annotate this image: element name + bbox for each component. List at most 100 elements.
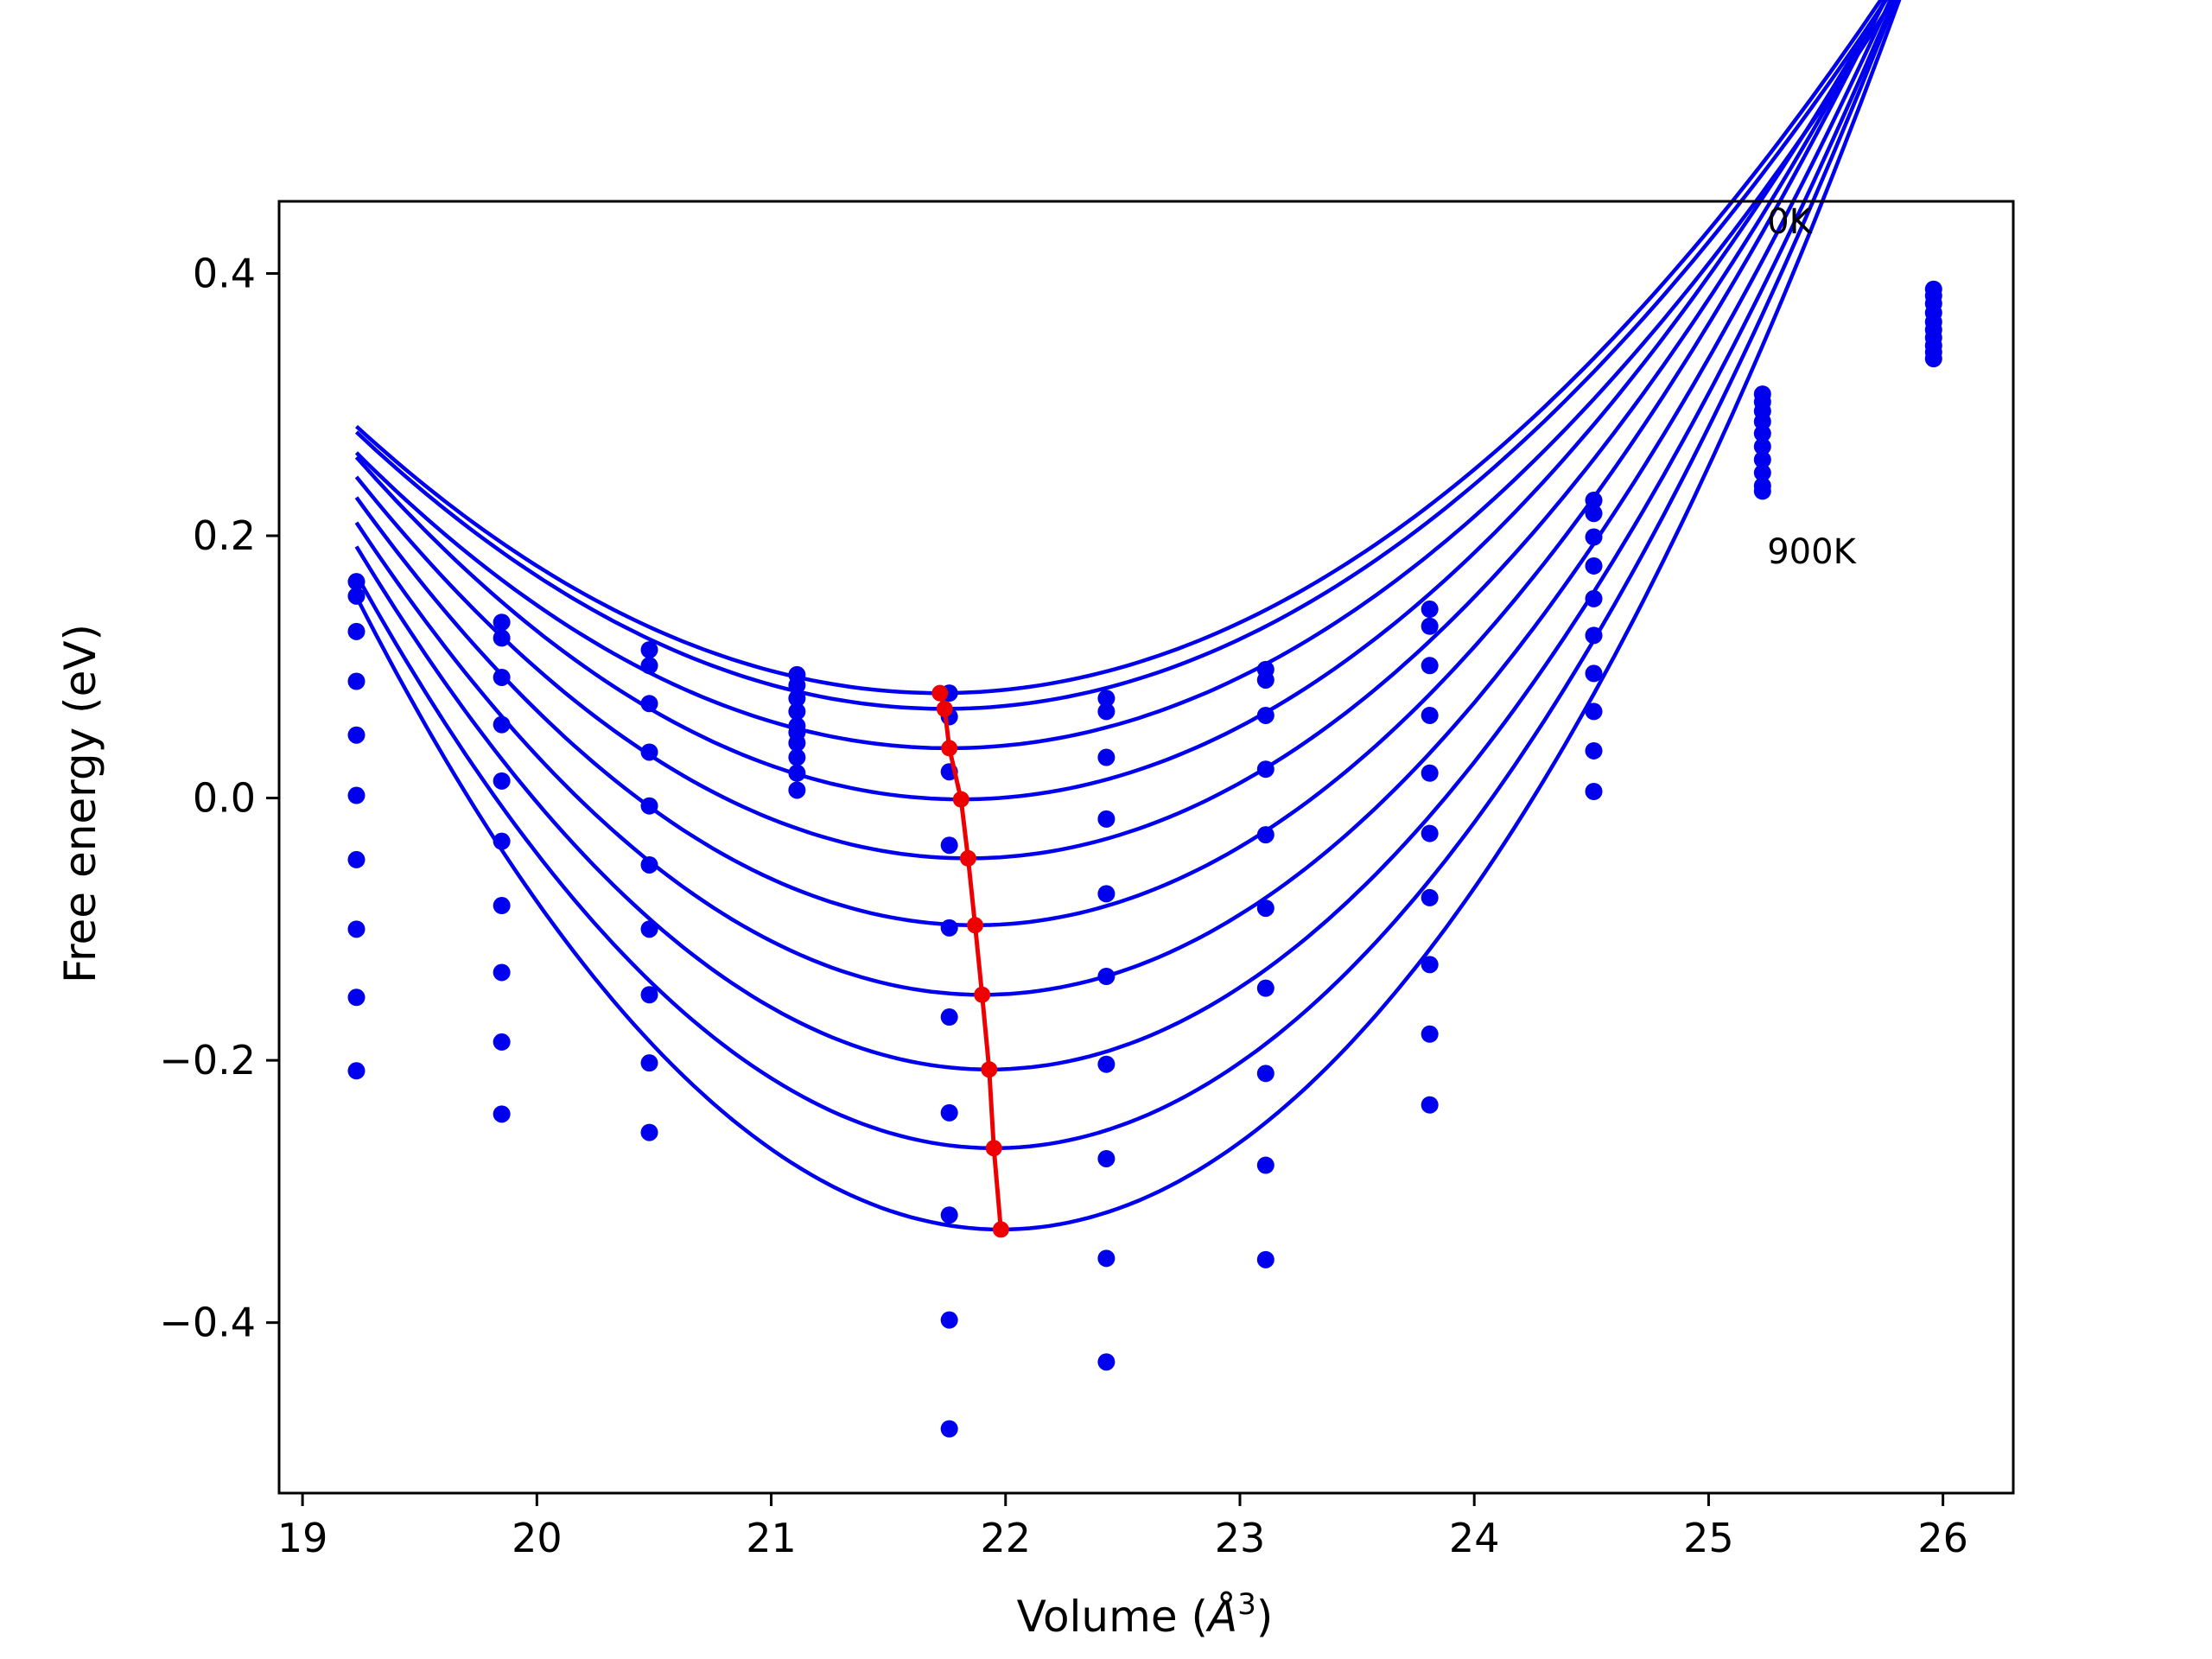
data-point-v6-4 [1256,826,1274,844]
minimum-point-2 [941,740,958,757]
data-point-v1-6 [493,897,511,915]
fit-curve-3 [354,0,1888,802]
x-tick-label-1: 20 [512,1515,563,1561]
annotation-0k: 0K [1767,202,1813,242]
fit-curve-9 [354,0,1902,1232]
data-point-v5-9 [1097,1353,1116,1371]
y-tick-label-1: −0.2 [159,1037,256,1084]
data-point-v1-1 [493,629,511,647]
y-tick-label-2: 0.0 [193,775,256,822]
data-point-v0-5 [347,786,365,804]
data-point-v4-5 [940,1008,958,1027]
data-point-v9-4 [1753,424,1771,442]
minimum-point-1 [936,700,953,717]
data-point-v0-8 [347,988,365,1007]
data-point-v2-8 [640,1054,658,1072]
data-point-v2-7 [640,986,658,1004]
y-tick-label-0: −0.4 [159,1300,256,1346]
data-point-v5-3 [1097,810,1116,828]
data-point-v1-2 [493,668,511,686]
annotations: 0K 900K [1767,202,1857,572]
data-point-v8-2 [1585,528,1603,546]
data-point-v0-3 [347,672,365,690]
minimum-point-0 [931,684,949,702]
y-tick-label-4: 0.4 [193,250,256,296]
axis-ticks: 19 20 21 22 23 24 25 26 −0.4 −0.2 0.0 0.2 0.4 [159,250,1968,1561]
x-tick-label-2: 21 [746,1515,797,1561]
data-point-v8-3 [1585,556,1603,575]
data-point-v9-9 [1753,482,1771,500]
data-point-v5-8 [1097,1249,1116,1268]
data-point-v6-2 [1256,706,1274,724]
data-point-v3-3 [788,702,806,721]
data-point-v10-9 [1924,350,1942,368]
data-point-v8-0 [1585,492,1603,510]
fit-curve-8 [354,0,1898,1151]
data-point-v5-5 [1097,968,1116,985]
data-point-v2-3 [640,743,658,761]
x-tick-label-6: 25 [1683,1515,1734,1561]
data-point-v2-0 [640,641,658,659]
data-point-v9-7 [1753,464,1771,482]
data-point-v2-9 [640,1123,658,1141]
data-point-v5-2 [1097,748,1116,766]
data-point-v6-1 [1256,671,1274,689]
data-point-v7-2 [1421,657,1439,675]
fit-curve-6 [354,0,1893,997]
data-point-v0-4 [347,726,365,744]
data-point-v8-7 [1585,702,1603,721]
data-point-v6-5 [1256,899,1274,918]
data-point-v5-4 [1097,885,1116,903]
data-point-v7-7 [1421,956,1439,974]
data-point-v0-2 [347,622,365,640]
data-point-v0-6 [347,850,365,868]
data-point-v5-1 [1097,702,1116,721]
plot-frame [277,200,2015,1495]
data-point-v4-9 [940,1420,958,1438]
data-point-v6-6 [1256,979,1274,997]
data-point-v2-1 [640,657,658,675]
data-point-v3-2 [788,690,806,708]
data-point-v3-8 [788,764,806,782]
data-point-v1-8 [493,1033,511,1051]
plot-area [347,0,1942,1438]
minimum-point-7 [981,1061,998,1078]
fit-curve-2 [354,0,1896,751]
x-tick-label-7: 26 [1917,1515,1968,1561]
data-point-v3-7 [788,748,806,766]
data-point-v2-2 [640,695,658,713]
minimum-point-3 [952,791,969,808]
data-point-v1-9 [493,1105,511,1123]
data-point-v5-6 [1097,1055,1116,1073]
minima-line [938,692,1003,1230]
data-point-v0-9 [347,1062,365,1080]
data-point-v7-1 [1421,617,1439,635]
data-point-v8-5 [1585,626,1603,645]
data-point-v3-6 [788,734,806,752]
minimum-point-5 [967,917,984,934]
data-point-v1-7 [493,963,511,982]
data-point-v7-4 [1421,764,1439,782]
data-point-v8-8 [1585,741,1603,760]
data-point-v5-7 [1097,1149,1116,1167]
data-point-v1-4 [493,772,511,790]
minimum-point-8 [985,1140,1002,1157]
data-point-v2-4 [640,797,658,815]
data-point-v7-9 [1421,1096,1439,1114]
minimum-point-4 [959,849,976,867]
data-point-v6-9 [1256,1250,1274,1268]
x-tick-label-0: 19 [277,1515,328,1561]
data-point-v3-9 [788,781,806,799]
data-point-v0-1 [347,587,365,605]
data-point-v1-3 [493,715,511,734]
fit-curve-1 [354,0,1889,711]
data-point-v7-0 [1421,601,1439,619]
x-axis-label: Volume (Å3) [1017,1587,1274,1642]
y-axis-label: Free energy (eV) [55,624,105,983]
data-point-v0-7 [347,920,365,938]
minimum-point-9 [992,1221,1009,1238]
fit-curve-0 [354,0,1884,696]
fit-curve-5 [354,0,1888,928]
